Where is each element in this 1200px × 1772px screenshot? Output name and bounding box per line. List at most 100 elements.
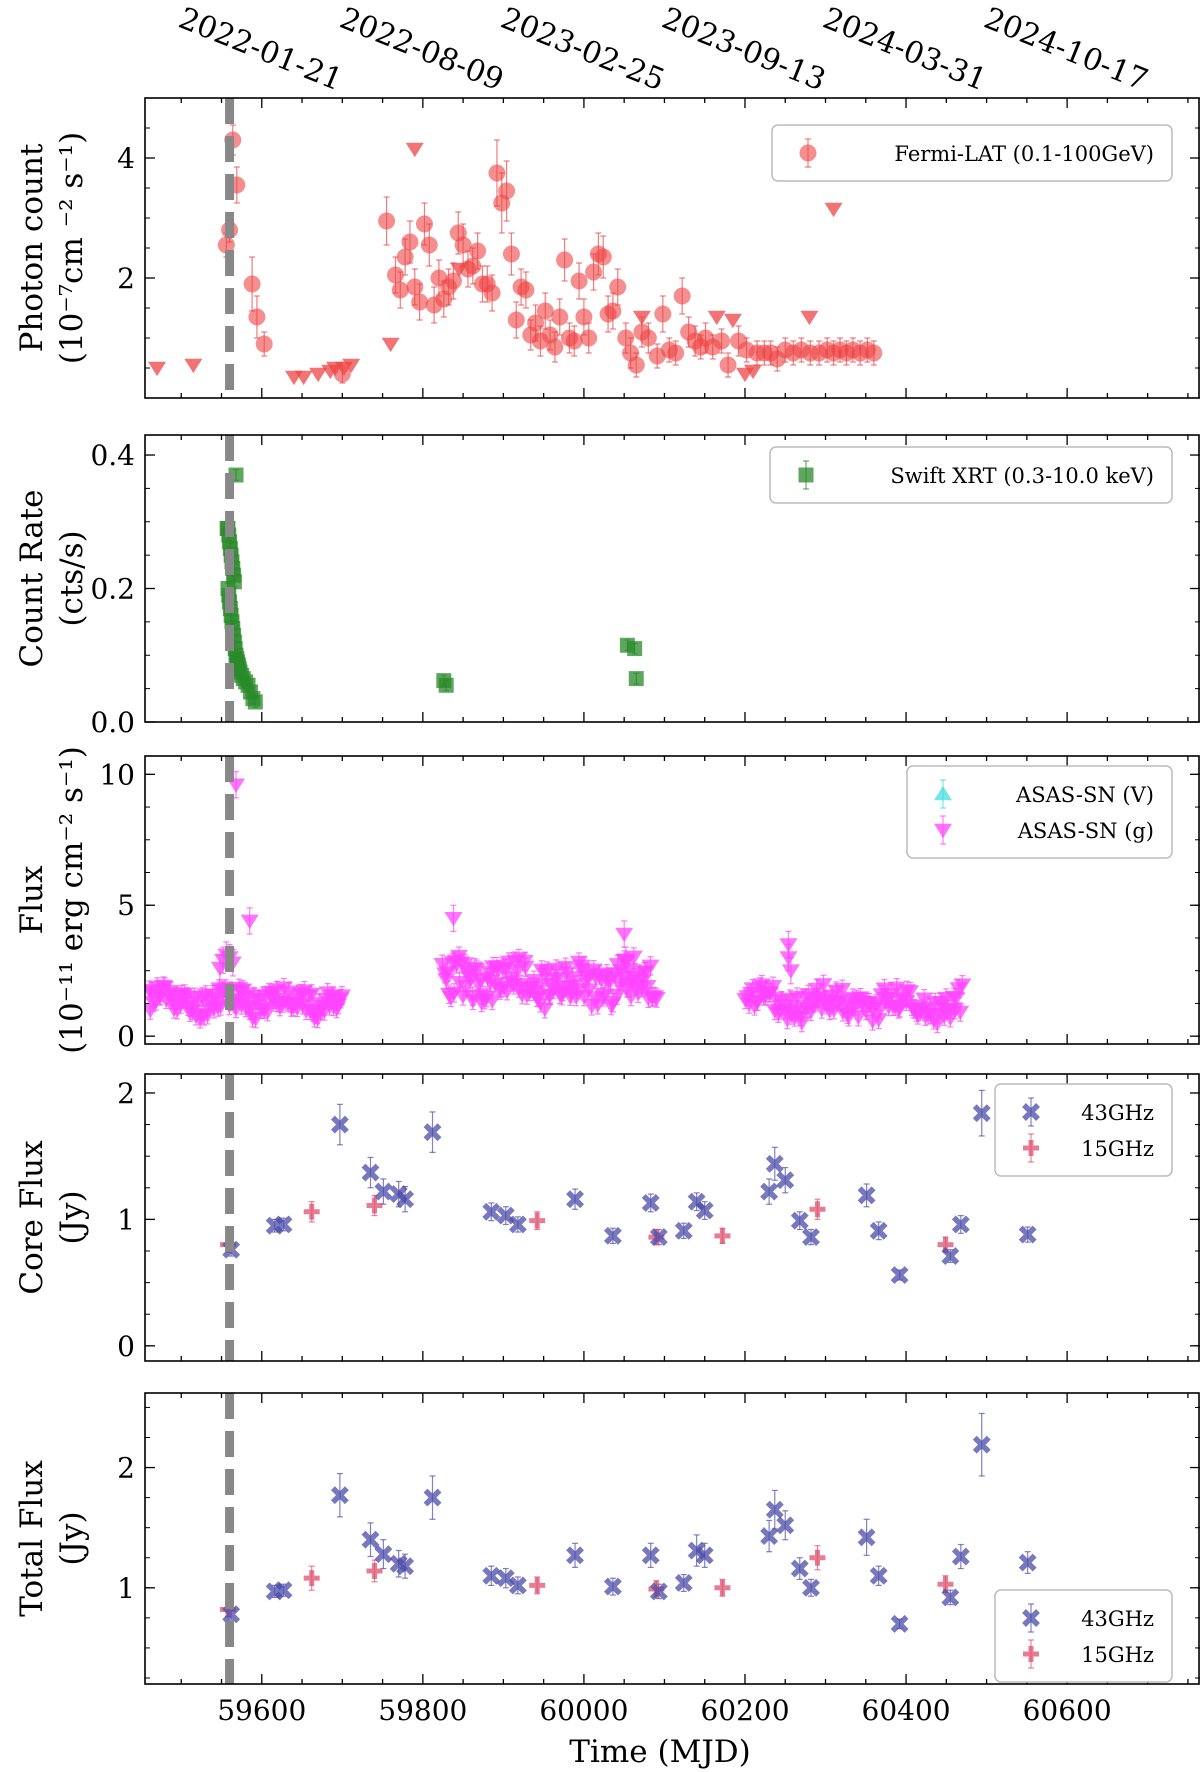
flux-43ghz-point [482,1566,501,1585]
flux-15ghz-point [366,1562,383,1579]
legend-box [771,124,1173,182]
legend-label: ASAS-SN (V) [1015,783,1154,807]
flux-43ghz-point [396,1557,415,1576]
legend-marker [1023,1646,1039,1662]
flux-43ghz-point [274,1581,293,1600]
asassn-g-point [433,957,452,973]
legend-label: Fermi-LAT (0.1-100GeV) [894,142,1154,166]
flux-15ghz-point [529,1577,546,1594]
flux-43ghz-point [802,1228,820,1247]
flux-43ghz-point [790,1211,809,1230]
flux-43ghz-point [890,1266,909,1284]
legend-marker [1023,1140,1039,1156]
fermi-point [604,302,622,320]
flux-43ghz-point [603,1577,622,1596]
asassn-g-point [444,912,463,927]
fermi-point [609,278,627,296]
asassn-g-point [928,1017,947,1032]
axes-frame [144,1073,1200,1362]
legend-marker [1022,1103,1040,1121]
asassn-g-point [647,991,666,1007]
fermi-point [627,356,645,374]
fermi-point [865,344,883,362]
flux-15ghz-point [714,1227,731,1244]
flux-43ghz-point [508,1576,527,1595]
flux-43ghz-point [603,1226,622,1245]
asassn-g-point [641,959,660,975]
asassn-g-point [595,988,614,1003]
asassn-g-point [638,979,657,995]
flux-43ghz-point [374,1545,393,1564]
flux-15ghz-point [529,1212,546,1229]
asassn-g-point [535,1002,554,1017]
plot-area [148,124,883,386]
flux-43ghz-point [765,1154,784,1173]
flux-43ghz-point [482,1202,501,1221]
asassn-g-point [548,972,567,987]
fermi-point [517,281,535,299]
asassn-g-point [953,978,972,993]
flux-43ghz-point [330,1486,349,1505]
top-date-label: 2023-09-13 [657,1,830,98]
fermi-upper-limit [824,202,843,218]
y-tick-label: 0.2 [90,573,135,606]
plot-area [145,771,972,1034]
legend-box [769,446,1173,504]
y-axis-label: Photon count [14,143,50,352]
flux-43ghz-point [496,1569,515,1588]
y-axis-label-units: (Jy) [54,1190,90,1244]
fermi-point [585,263,603,281]
x-tick-label: 60200 [700,1694,789,1727]
y-axis-label-units: (10⁻⁷cm ⁻² s⁻¹) [54,132,90,364]
fermi-point [411,293,429,311]
axes-frame [144,434,1200,723]
fermi-point [654,305,672,323]
fermi-point [565,332,583,350]
top-date-label: 2024-10-17 [979,1,1152,98]
fermi-point [719,356,737,374]
asassn-g-point [437,973,456,988]
flux-43ghz-point [972,1435,991,1454]
flux-43ghz-point [1018,1225,1037,1244]
fermi-point [255,335,273,353]
fermi-point [536,302,554,320]
flux-43ghz-point [972,1104,991,1123]
flux-15ghz-point [809,1201,826,1218]
fermi-point [444,272,462,290]
x-tick-label: 59800 [378,1694,467,1727]
asassn-g-point [951,1005,970,1021]
asassn-g-point [814,978,833,993]
asassn-g-point [849,1010,868,1025]
flux-15ghz-point [303,1570,320,1587]
flux-43ghz-point [649,1582,668,1601]
y-axis-label-units: (10⁻¹¹ erg cm⁻² s⁻¹) [54,746,90,1054]
fermi-point [580,329,598,347]
fermi-point [667,344,685,362]
asassn-g-point [524,973,543,989]
asassn-g-point [608,988,627,1004]
fermi-point [378,212,396,230]
flux-15ghz-point [303,1203,320,1220]
flux-43ghz-point [760,1182,779,1201]
y-tick-label: 0.0 [90,706,135,739]
fermi-point [454,236,472,254]
fermi-point [488,164,506,182]
fermi-point [507,311,525,329]
flux-43ghz-point [951,1215,970,1234]
flux-43ghz-point [396,1190,415,1209]
panel-total-flux: 59600 59800 60000 60200 60400 60600 1 2 Total Fl… [14,1392,1200,1727]
fermi-point [243,275,261,293]
legend-marker [934,785,952,801]
top-date-label: 2024-03-31 [818,1,991,98]
fermi-point [594,248,612,266]
plot-area [219,1089,1037,1284]
legend-box [906,765,1173,859]
flux-43ghz-point [423,1488,442,1507]
asassn-g-point [764,979,783,995]
legend-label: Swift XRT (0.3-10.0 keV) [890,464,1154,488]
fermi-point [617,329,635,347]
panel-asas-sn: 0 5 10 Flux (10⁻¹¹ erg cm⁻² s⁻¹) ASAS-SN (V) A… [14,746,1200,1054]
x-tick-label: 60400 [862,1694,951,1727]
asassn-g-point [620,977,639,992]
asassn-g-point [573,959,592,975]
